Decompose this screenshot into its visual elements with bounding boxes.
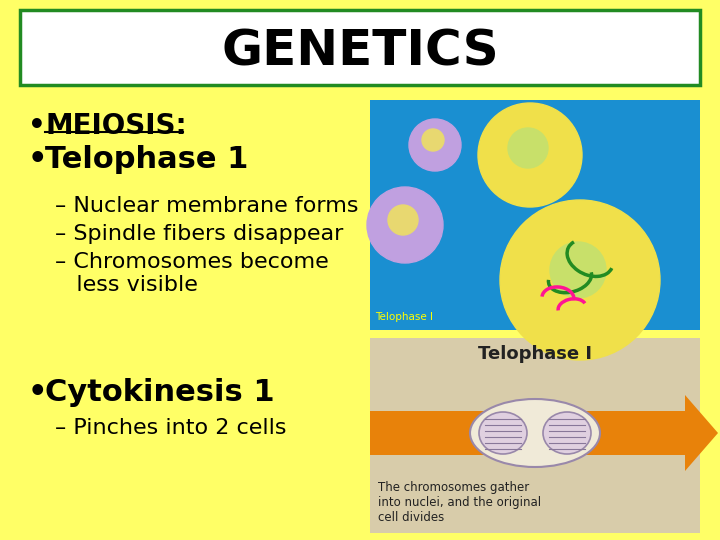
Circle shape: [388, 205, 418, 235]
Text: – Chromosomes become
   less visible: – Chromosomes become less visible: [55, 252, 329, 295]
Circle shape: [550, 242, 606, 298]
Text: Telophase I: Telophase I: [375, 312, 433, 322]
Bar: [370, 338, 700, 533]
Polygon shape: [685, 395, 718, 471]
Text: – Nuclear membrane forms: – Nuclear membrane forms: [55, 196, 359, 216]
Text: •: •: [28, 112, 46, 140]
Circle shape: [508, 128, 548, 168]
Circle shape: [422, 129, 444, 151]
Text: •: •: [28, 145, 48, 174]
Bar: [370, 100, 700, 330]
Ellipse shape: [479, 412, 527, 454]
Bar: [370, 411, 685, 455]
Ellipse shape: [470, 399, 600, 467]
Text: – Spindle fibers disappear: – Spindle fibers disappear: [55, 224, 343, 244]
Circle shape: [478, 103, 582, 207]
Text: •: •: [28, 378, 48, 407]
Ellipse shape: [543, 412, 591, 454]
Circle shape: [500, 200, 660, 360]
Text: MEIOSIS:: MEIOSIS:: [45, 112, 186, 140]
Text: GENETICS: GENETICS: [221, 28, 499, 76]
Text: – Pinches into 2 cells: – Pinches into 2 cells: [55, 418, 287, 438]
Text: Telophase I: Telophase I: [478, 345, 592, 363]
Text: The chromosomes gather
into nuclei, and the original
cell divides: The chromosomes gather into nuclei, and …: [378, 481, 541, 524]
Text: Telophase 1: Telophase 1: [45, 145, 248, 174]
Text: Cytokinesis 1: Cytokinesis 1: [45, 378, 274, 407]
Circle shape: [367, 187, 443, 263]
FancyBboxPatch shape: [20, 10, 700, 85]
Circle shape: [409, 119, 461, 171]
